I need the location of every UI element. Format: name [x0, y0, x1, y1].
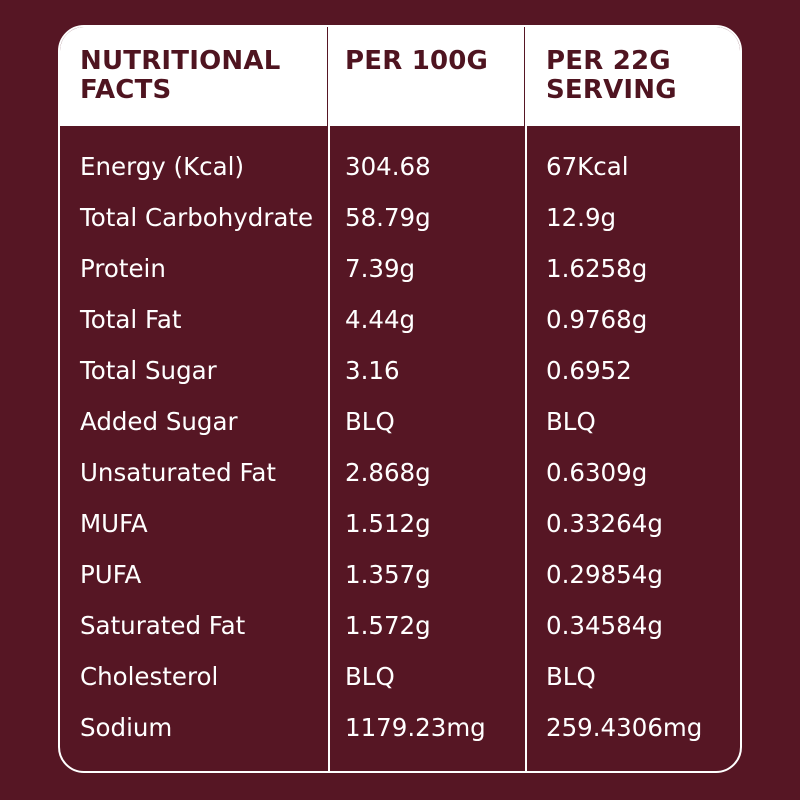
nutrient-name: Total Carbohydrate	[80, 203, 314, 232]
value-per-100g: 1.357g	[345, 560, 431, 589]
nutrient-name: MUFA	[80, 509, 148, 538]
header-per-serving: PER 22G SERVING	[546, 46, 677, 105]
value-per-100g: 58.79g	[345, 203, 431, 232]
value-per-serving: 67Kcal	[546, 152, 629, 181]
nutrient-name: PUFA	[80, 560, 142, 589]
nutrient-name: Total Sugar	[80, 356, 217, 385]
value-per-100g: 1179.23mg	[345, 713, 486, 742]
value-per-100g: 304.68	[345, 152, 431, 181]
value-per-serving: 259.4306mg	[546, 713, 703, 742]
value-per-serving: 0.6309g	[546, 458, 648, 487]
header-nutritional-facts: NUTRITIONAL FACTS	[80, 46, 281, 105]
nutrient-name: Saturated Fat	[80, 611, 246, 640]
table-row: Sodium 1179.23mg 259.4306mg	[60, 712, 740, 763]
table-row: Added Sugar BLQ BLQ	[60, 406, 740, 457]
value-per-serving: 0.33264g	[546, 509, 663, 538]
column-divider	[328, 27, 330, 771]
value-per-serving: 0.29854g	[546, 560, 663, 589]
value-per-100g: 2.868g	[345, 458, 431, 487]
value-per-serving: 1.6258g	[546, 254, 648, 283]
value-per-100g: 7.39g	[345, 254, 416, 283]
table-body: Energy (Kcal) 304.68 67Kcal Total Carboh…	[60, 151, 740, 763]
table-row: Saturated Fat 1.572g 0.34584g	[60, 610, 740, 661]
nutrition-table: NUTRITIONAL FACTS PER 100G PER 22G SERVI…	[58, 25, 742, 773]
value-per-100g: BLQ	[345, 662, 395, 691]
table-row: Energy (Kcal) 304.68 67Kcal	[60, 151, 740, 202]
nutrient-name: Added Sugar	[80, 407, 238, 436]
column-divider	[525, 27, 527, 771]
value-per-100g: 1.512g	[345, 509, 431, 538]
table-row: Total Fat 4.44g 0.9768g	[60, 304, 740, 355]
value-per-100g: 3.16	[345, 356, 400, 385]
table-header: NUTRITIONAL FACTS PER 100G PER 22G SERVI…	[60, 27, 740, 126]
header-per-100g: PER 100G	[345, 46, 489, 76]
nutrient-name: Protein	[80, 254, 166, 283]
value-per-serving: BLQ	[546, 662, 596, 691]
table-row: Unsaturated Fat 2.868g 0.6309g	[60, 457, 740, 508]
nutrient-name: Cholesterol	[80, 662, 219, 691]
nutrient-name: Total Fat	[80, 305, 182, 334]
value-per-serving: 0.34584g	[546, 611, 663, 640]
value-per-serving: 0.9768g	[546, 305, 648, 334]
table-row: Protein 7.39g 1.6258g	[60, 253, 740, 304]
value-per-100g: BLQ	[345, 407, 395, 436]
nutrient-name: Unsaturated Fat	[80, 458, 276, 487]
table-row: Total Carbohydrate 58.79g 12.9g	[60, 202, 740, 253]
nutrient-name: Sodium	[80, 713, 173, 742]
table-row: Cholesterol BLQ BLQ	[60, 661, 740, 712]
value-per-100g: 4.44g	[345, 305, 416, 334]
nutrient-name: Energy (Kcal)	[80, 152, 245, 181]
table-row: MUFA 1.512g 0.33264g	[60, 508, 740, 559]
value-per-100g: 1.572g	[345, 611, 431, 640]
value-per-serving: BLQ	[546, 407, 596, 436]
value-per-serving: 12.9g	[546, 203, 617, 232]
table-row: PUFA 1.357g 0.29854g	[60, 559, 740, 610]
value-per-serving: 0.6952	[546, 356, 632, 385]
table-row: Total Sugar 3.16 0.6952	[60, 355, 740, 406]
